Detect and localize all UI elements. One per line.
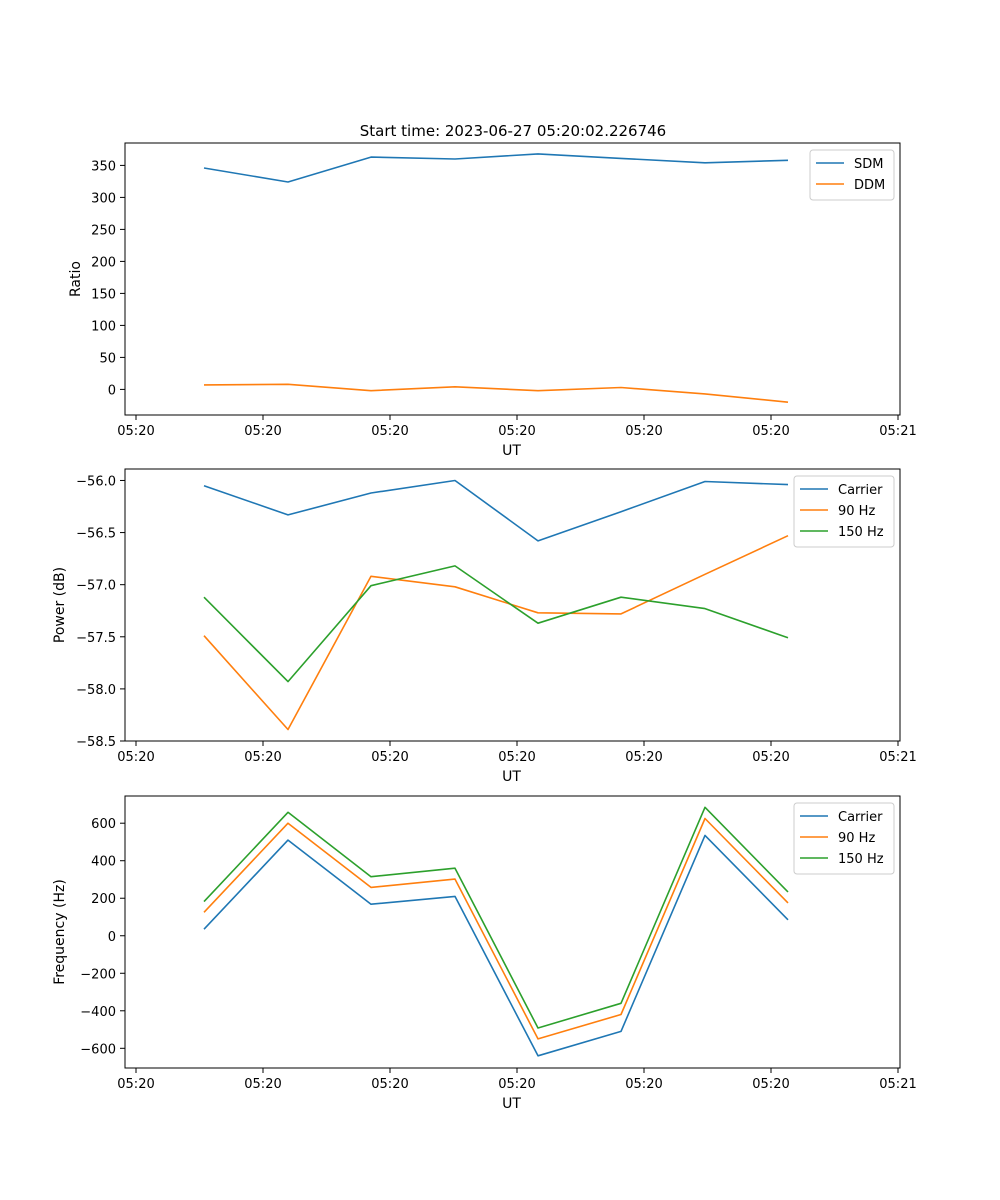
x-axis-label: UT xyxy=(502,443,521,459)
y-axis-label: Ratio xyxy=(68,261,84,297)
y-tick-label: 0 xyxy=(108,930,116,945)
x-tick-label: 05:20 xyxy=(117,424,154,439)
x-tick-label: 05:21 xyxy=(879,750,916,765)
axes-frame xyxy=(124,142,901,416)
axes-frame xyxy=(124,795,901,1069)
y-tick-label: −600 xyxy=(80,1042,116,1057)
x-tick-label: 05:21 xyxy=(879,424,916,439)
series-line-150-hz xyxy=(203,565,789,683)
series-line-sdm xyxy=(203,153,789,183)
x-tick-label: 05:20 xyxy=(625,1077,662,1092)
x-tick-label: 05:21 xyxy=(879,1077,916,1092)
x-tick-label: 05:20 xyxy=(498,424,535,439)
y-tick-label: −57.0 xyxy=(76,579,116,594)
legend-label: SDM xyxy=(854,157,883,172)
x-tick-label: 05:20 xyxy=(371,424,408,439)
legend-label: Carrier xyxy=(838,483,883,498)
x-tick-label: 05:20 xyxy=(625,424,662,439)
panel-3: 05:20 05:20 05:20 05:20 05:20 05:20 05:21 UT −60… xyxy=(52,795,917,1112)
y-tick-label: 200 xyxy=(91,255,116,270)
x-tick-label: 05:20 xyxy=(752,750,789,765)
x-tick-label: 05:20 xyxy=(117,1077,154,1092)
legend-label: 150 Hz xyxy=(838,525,884,540)
y-axis-label: Power (dB) xyxy=(52,567,68,643)
series-line-carrier xyxy=(203,834,789,1057)
y-tick-label: −200 xyxy=(80,967,116,982)
legend-label: 90 Hz xyxy=(838,504,875,519)
panel-1: 05:20 05:20 05:20 05:20 05:20 05:20 05:21 UT 0 50… xyxy=(68,142,917,459)
y-tick-label: 0 xyxy=(108,383,116,398)
y-tick-label: 600 xyxy=(91,817,116,832)
panels: 05:20 05:20 05:20 05:20 05:20 05:20 05:21 UT 0 50… xyxy=(52,142,917,1112)
legend-label: DDM xyxy=(854,178,885,193)
x-axis-label: UT xyxy=(502,769,521,785)
x-tick-label: 05:20 xyxy=(371,1077,408,1092)
y-tick-label: 350 xyxy=(91,159,116,174)
y-tick-label: −400 xyxy=(80,1005,116,1020)
series-line-150-hz xyxy=(203,806,789,1029)
x-tick-label: 05:20 xyxy=(117,750,154,765)
x-tick-label: 05:20 xyxy=(625,750,662,765)
x-tick-label: 05:20 xyxy=(244,750,281,765)
x-tick-label: 05:20 xyxy=(752,424,789,439)
axes-frame xyxy=(124,468,901,742)
panel-2: 05:20 05:20 05:20 05:20 05:20 05:20 05:21 UT −58… xyxy=(52,468,917,785)
y-tick-label: −58.5 xyxy=(76,735,116,750)
x-tick-label: 05:20 xyxy=(244,1077,281,1092)
y-tick-label: −56.0 xyxy=(76,474,116,489)
y-tick-label: −56.5 xyxy=(76,527,116,542)
series-line-carrier xyxy=(203,479,789,542)
series-line-90-hz xyxy=(203,534,789,731)
y-tick-label: −57.5 xyxy=(76,631,116,646)
x-tick-label: 05:20 xyxy=(244,424,281,439)
series-line-90-hz xyxy=(203,817,789,1040)
y-tick-label: 400 xyxy=(91,855,116,870)
x-tick-label: 05:20 xyxy=(498,1077,535,1092)
y-tick-label: 250 xyxy=(91,223,116,238)
y-tick-label: 50 xyxy=(99,351,116,366)
x-tick-label: 05:20 xyxy=(371,750,408,765)
y-tick-label: 100 xyxy=(91,319,116,334)
y-tick-label: 150 xyxy=(91,287,116,302)
legend-label: 150 Hz xyxy=(838,852,884,867)
legend-box xyxy=(793,802,895,875)
y-tick-label: 300 xyxy=(91,191,116,206)
series-line-ddm xyxy=(203,383,789,403)
y-tick-label: 200 xyxy=(91,892,116,907)
legend-label: 90 Hz xyxy=(838,831,875,846)
x-axis-label: UT xyxy=(502,1096,521,1112)
y-axis-label: Frequency (Hz) xyxy=(52,879,68,985)
legend-box xyxy=(793,475,895,548)
x-tick-label: 05:20 xyxy=(498,750,535,765)
chart-title: Start time: 2023-06-27 05:20:02.226746 xyxy=(360,122,666,140)
y-tick-label: −58.0 xyxy=(76,683,116,698)
legend-label: Carrier xyxy=(838,810,883,825)
x-tick-label: 05:20 xyxy=(752,1077,789,1092)
